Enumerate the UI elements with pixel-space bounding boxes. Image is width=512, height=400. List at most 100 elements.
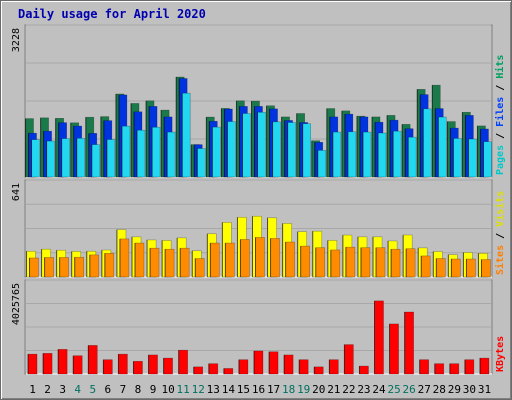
bar-sites-day-16 (255, 237, 265, 277)
bar-outline (74, 256, 85, 278)
bar-kbytes-day-10 (163, 358, 173, 374)
bar-outline (313, 366, 324, 375)
bar-outline (359, 365, 369, 375)
axis-label-files: Files (494, 97, 506, 127)
bar-outline (479, 357, 490, 375)
axis-labels-kbytes: KBytes (495, 336, 506, 372)
bar-sites-day-17 (270, 238, 280, 277)
bar-outline (449, 363, 460, 375)
bar-outline (225, 242, 235, 278)
bar-outline (29, 257, 39, 278)
bar-sites-day-27 (421, 255, 431, 277)
bar-outline (46, 140, 55, 178)
bar-kbytes-day-17 (269, 351, 279, 374)
bar-sites-day-25 (391, 249, 401, 277)
axis-labels-visits-sites: Sites / Visits (494, 191, 506, 275)
bar-outline (72, 355, 83, 375)
bar-outline (208, 363, 219, 375)
bar-outline (422, 108, 432, 178)
bar-outline (255, 237, 265, 278)
bar-outline (298, 359, 309, 375)
bar-pages-day-31 (483, 141, 492, 177)
bar-outline (362, 131, 372, 178)
bar-pages-day-20 (317, 150, 326, 177)
day-label-29: 29 (448, 383, 461, 396)
bar-outline (240, 239, 250, 278)
bar-outline (253, 350, 264, 375)
bar-pages-day-1 (31, 139, 40, 177)
bar-outline (453, 138, 462, 178)
bar-pages-day-22 (347, 131, 356, 177)
bar-outline (464, 359, 475, 375)
day-label-24: 24 (372, 383, 386, 396)
bar-kbytes-day-14 (223, 368, 233, 374)
bar-sites-day-30 (466, 258, 476, 277)
scale-label-hits-files-pages: 3228 (11, 28, 22, 52)
bar-sites-day-8 (134, 243, 144, 277)
day-label-17: 17 (267, 383, 280, 396)
bar-sites-day-9 (150, 248, 160, 277)
bar-sites-day-15 (240, 239, 250, 277)
bar-outline (315, 247, 326, 278)
bar-sites-day-12 (195, 258, 205, 277)
bar-outline (405, 248, 416, 278)
bar-pages-day-28 (438, 117, 447, 177)
bar-outline (302, 123, 311, 178)
bar-pages-day-11 (182, 93, 191, 177)
bar-outline (437, 116, 447, 178)
bar-outline (268, 351, 279, 375)
bar-outline (257, 111, 266, 178)
bar-outline (106, 139, 116, 178)
bar-pages-day-5 (91, 144, 100, 177)
bar-pages-day-18 (287, 122, 296, 177)
bar-outline (434, 363, 445, 375)
bar-kbytes-day-19 (299, 359, 309, 374)
bar-outline (330, 249, 341, 278)
axis-label-separator: / (495, 127, 506, 145)
day-label-21: 21 (327, 383, 340, 396)
bar-pages-day-25 (393, 131, 402, 177)
bar-kbytes-day-16 (254, 350, 263, 374)
bar-pages-day-13 (212, 127, 221, 177)
bar-pages-day-30 (468, 139, 477, 177)
day-label-4: 4 (74, 383, 81, 396)
axis-label-pages: Pages (495, 145, 506, 175)
bar-pages-day-23 (362, 132, 371, 177)
bar-sites-day-2 (44, 257, 54, 277)
bar-kbytes-day-30 (464, 359, 474, 374)
bar-outline (104, 253, 115, 278)
bar-sites-day-4 (74, 257, 84, 277)
axis-label-sites: Sites (494, 245, 506, 275)
bar-sites-day-5 (89, 254, 99, 277)
scale-label-kbytes: 4025765 (11, 283, 22, 325)
day-label-27: 27 (418, 383, 431, 396)
bar-outline (196, 148, 206, 178)
bar-outline (466, 258, 476, 278)
bar-outline (76, 137, 86, 178)
bar-kbytes-day-12 (193, 366, 203, 374)
day-label-12: 12 (192, 383, 205, 396)
bar-sites-day-10 (165, 249, 175, 277)
bar-outline (375, 247, 386, 278)
bar-kbytes-day-4 (73, 355, 83, 374)
bar-sites-day-31 (481, 259, 491, 277)
bar-outline (212, 126, 221, 178)
bar-outline (163, 357, 173, 375)
bar-outline (31, 139, 40, 178)
day-label-6: 6 (105, 383, 112, 396)
bar-sites-day-13 (210, 243, 220, 277)
bar-kbytes-day-22 (344, 344, 354, 374)
bar-sites-day-19 (300, 246, 310, 277)
day-label-20: 20 (312, 383, 325, 396)
bar-pages-day-4 (76, 138, 85, 177)
chart-title: Daily usage for April 2020 (18, 7, 206, 21)
bar-sites-day-1 (29, 257, 39, 277)
day-label-30: 30 (463, 383, 476, 396)
bar-pages-day-7 (121, 126, 130, 177)
axis-labels-hits-files-pages: Pages / Files / Hits (494, 55, 506, 175)
bar-outline (332, 131, 342, 178)
day-label-25: 25 (387, 383, 400, 396)
bar-kbytes-day-9 (148, 354, 158, 374)
bar-outline (133, 360, 143, 375)
bar-kbytes-day-1 (28, 354, 38, 374)
